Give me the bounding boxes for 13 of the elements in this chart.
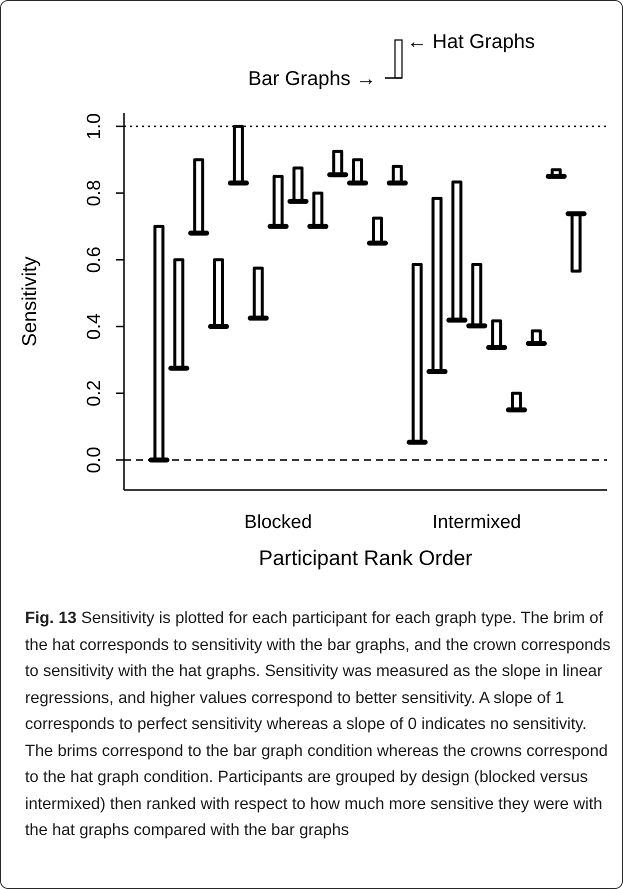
y-axis-title: Sensitivity — [19, 256, 42, 347]
text: ← Hat Graphs — [407, 31, 535, 53]
x-tick-label: Blocked — [244, 512, 312, 533]
text: Bar Graphs → — [248, 68, 376, 90]
y-tick-label: 0.0 — [84, 446, 105, 474]
y-tick-label: 1.0 — [84, 113, 105, 140]
y-tick-label: 0.2 — [84, 380, 105, 406]
y-tick-label: 0.4 — [84, 312, 105, 340]
x-tick-label: Intermixed — [432, 512, 522, 533]
y-tick-label: 0.8 — [84, 180, 105, 206]
y-tick-label: 0.6 — [84, 246, 105, 274]
caption: Fig. 13 — [25, 609, 77, 627]
x-axis-title: Participant Rank Order — [258, 547, 472, 570]
